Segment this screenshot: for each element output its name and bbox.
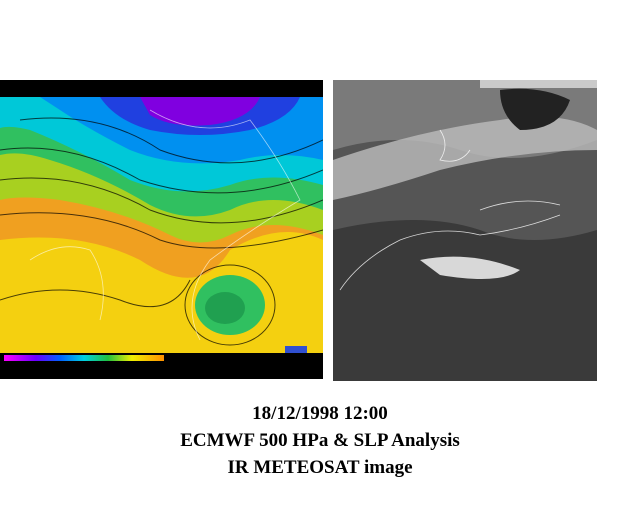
satellite-image	[333, 80, 597, 381]
caption-image: IR METEOSAT image	[227, 457, 413, 478]
caption-analysis: ECMWF 500 HPa & SLP Analysis	[180, 430, 460, 451]
caption-date: 18/12/1998 12:00	[252, 403, 388, 424]
analysis-map	[0, 80, 323, 379]
